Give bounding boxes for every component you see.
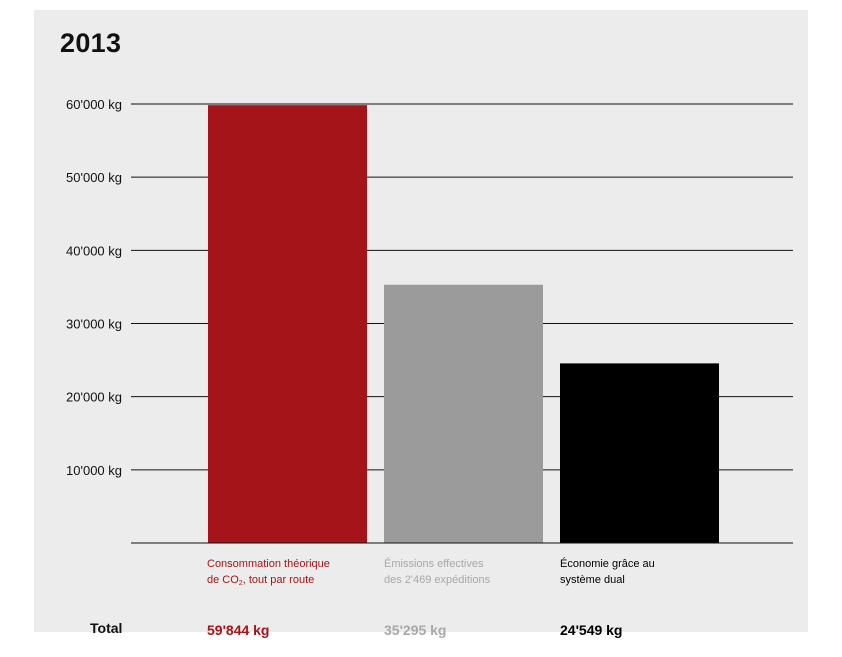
y-tick-label: 10'000 kg bbox=[66, 463, 122, 478]
y-tick-label: 40'000 kg bbox=[66, 243, 122, 258]
bar bbox=[560, 363, 719, 543]
bar bbox=[384, 284, 543, 543]
total-value-theoretical: 59'844 kg bbox=[207, 622, 270, 638]
chart-title: 2013 bbox=[60, 28, 122, 58]
category-label-line1: Consommation théorique bbox=[207, 558, 330, 570]
y-tick-label: 50'000 kg bbox=[66, 170, 122, 185]
category-label-line1: Émissions effectives bbox=[384, 558, 484, 570]
category-label-savings: Économie grâce au système dual bbox=[560, 556, 655, 588]
category-label-line2: de CO2, tout par route bbox=[207, 574, 315, 587]
category-label-line2: des 2'469 expéditions bbox=[384, 574, 491, 586]
category-label-effective: Émissions effectives des 2'469 expéditio… bbox=[384, 556, 490, 588]
bar bbox=[208, 105, 367, 543]
y-tick-label: 60'000 kg bbox=[66, 97, 122, 112]
total-label: Total bbox=[90, 620, 123, 636]
category-label-theoretical: Consommation théorique de CO2, tout par … bbox=[207, 556, 330, 588]
y-tick-label: 30'000 kg bbox=[66, 317, 122, 332]
total-value-effective: 35'295 kg bbox=[384, 622, 447, 638]
category-label-line1: Économie grâce au bbox=[560, 558, 655, 570]
y-tick-label: 20'000 kg bbox=[66, 390, 122, 405]
total-value-savings: 24'549 kg bbox=[560, 622, 623, 638]
category-label-line2: système dual bbox=[560, 574, 625, 586]
